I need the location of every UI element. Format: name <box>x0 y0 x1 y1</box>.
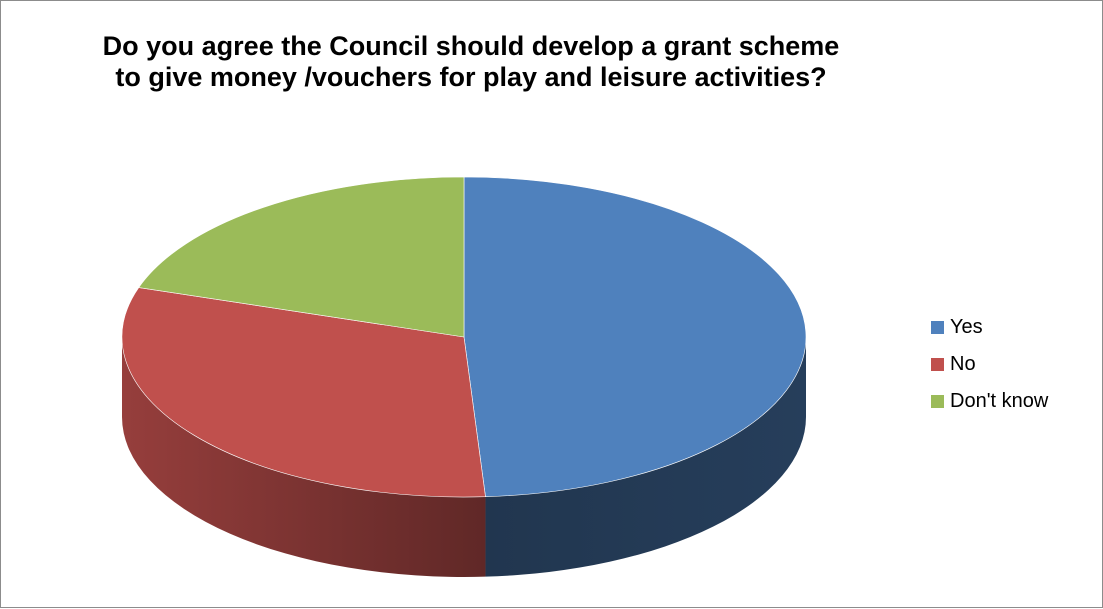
pie-slice-yes <box>463 176 807 497</box>
legend-swatch-yes <box>931 320 944 334</box>
legend-label-dont-know: Don't know <box>950 389 1049 412</box>
legend: Yes No Don't know <box>931 315 1048 426</box>
legend-label-yes: Yes <box>950 315 983 338</box>
legend-label-no: No <box>950 352 976 375</box>
legend-item-no: No <box>931 352 1048 376</box>
legend-item-dont-know: Don't know <box>931 389 1048 413</box>
legend-swatch-no <box>931 357 944 371</box>
pie-side-no <box>122 337 486 577</box>
chart-title: Do you agree the Council should develop … <box>102 31 840 92</box>
legend-swatch-dont-know <box>931 394 944 408</box>
pie-slice-no <box>121 287 486 498</box>
pie-side-yes <box>485 337 806 577</box>
pie-slice-don-t-know <box>138 176 465 338</box>
legend-item-yes: Yes <box>931 315 1048 339</box>
